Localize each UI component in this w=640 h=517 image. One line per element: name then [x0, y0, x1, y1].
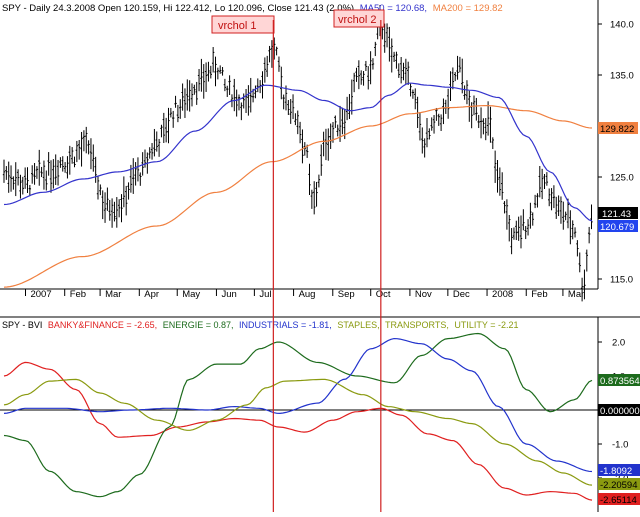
close-value-text: 121.43	[602, 209, 631, 220]
bottom-header-title: SPY - BVI	[2, 320, 42, 330]
banky-value-box	[598, 493, 640, 505]
annotation-1-box	[211, 15, 275, 34]
utility-legend: UTILITY = -2.21	[454, 320, 518, 330]
time-tick-label: 2008	[492, 289, 513, 300]
time-tick-label: Mar	[568, 289, 584, 300]
svg-text:SPY - Daily 24.3.2008 Open 120: SPY - Daily 24.3.2008 Open 120.159, Hi 1…	[2, 3, 503, 14]
utility-value-text: -2.20594	[600, 480, 638, 491]
industrials-value-text: -1.8092	[600, 466, 632, 477]
utility-line	[3, 378, 593, 486]
banky-line	[3, 361, 593, 501]
energie-value-text: 0.873564	[600, 376, 640, 387]
industrials-line	[3, 337, 593, 473]
zero-value-box	[598, 404, 640, 416]
top-header-title: SPY - Daily 24.3.2008 Open 120.159, Hi 1…	[2, 3, 354, 14]
annotation-1-label: vrchol 1	[218, 20, 257, 32]
ma200-value-box	[598, 122, 638, 134]
annotation-2-label: vrchol 2	[338, 14, 377, 26]
energie-legend: ENERGIE = 0.87,	[163, 320, 234, 330]
utility-value-box	[598, 478, 640, 490]
price-tick-label: 125.0	[610, 173, 634, 184]
ma200-value-text: 129.822	[600, 124, 634, 135]
time-tick-label: Oct	[376, 289, 391, 300]
close-value-box	[598, 207, 638, 219]
ma50-value-text: 120.679	[600, 222, 634, 233]
banky-value-text: -2.65114	[600, 495, 637, 506]
industrials-legend: INDUSTRIALS = -1.81,	[239, 320, 332, 330]
time-tick-label: Dec	[453, 289, 470, 300]
bottom-panel-marks	[0, 332, 598, 501]
zero-value-text: 0.000000	[600, 406, 640, 417]
time-tick-label: Sep	[338, 289, 355, 300]
ma50-line	[3, 82, 593, 222]
price-tick-label: 135.0	[610, 71, 634, 82]
value-tick-label: -1.0	[612, 440, 628, 451]
industrials-value-box	[598, 464, 640, 476]
annotation-2-box	[333, 9, 385, 28]
transports-legend: TRANSPORTS,	[385, 320, 449, 330]
staples-legend: STAPLES,	[337, 320, 379, 330]
time-tick-label: May	[182, 289, 200, 300]
top-panel-marks	[2, 4, 593, 302]
energie-line	[3, 332, 593, 498]
time-tick-label: Jul	[259, 289, 271, 300]
ma200-legend: MA200 = 129.82	[433, 3, 503, 14]
time-tick-label: Jun	[221, 289, 236, 300]
ma200-line	[3, 105, 593, 288]
time-tick-label: Nov	[415, 289, 432, 300]
time-axis: 2007 Feb Mar Apr May Jun Jul Aug Sep Oct Nov Dec 200…	[24, 289, 584, 300]
banky-legend: BANKY&FINANCE = -2.65,	[48, 320, 157, 330]
value-tick-label: 2.0	[612, 338, 625, 349]
price-tick-label: 140.0	[610, 20, 634, 31]
price-tick-label: 115.0	[610, 275, 633, 286]
energie-value-box	[598, 374, 640, 386]
time-tick-label: Feb	[70, 289, 86, 300]
price-bars	[2, 4, 593, 302]
ma50-value-box	[598, 220, 638, 232]
time-tick-label: Mar	[105, 289, 121, 300]
time-tick-label: Feb	[531, 289, 547, 300]
svg-text:SPY - BVI BANKY&FINANCE: SPY - BVI BANKY&FINANCE = -2.65, ENERGIE…	[2, 320, 519, 330]
time-tick-label: Aug	[299, 289, 316, 300]
time-tick-label: 2007	[30, 289, 51, 300]
ma50-legend: MA50 = 120.68,	[360, 3, 427, 14]
time-tick-label: Apr	[144, 289, 159, 300]
